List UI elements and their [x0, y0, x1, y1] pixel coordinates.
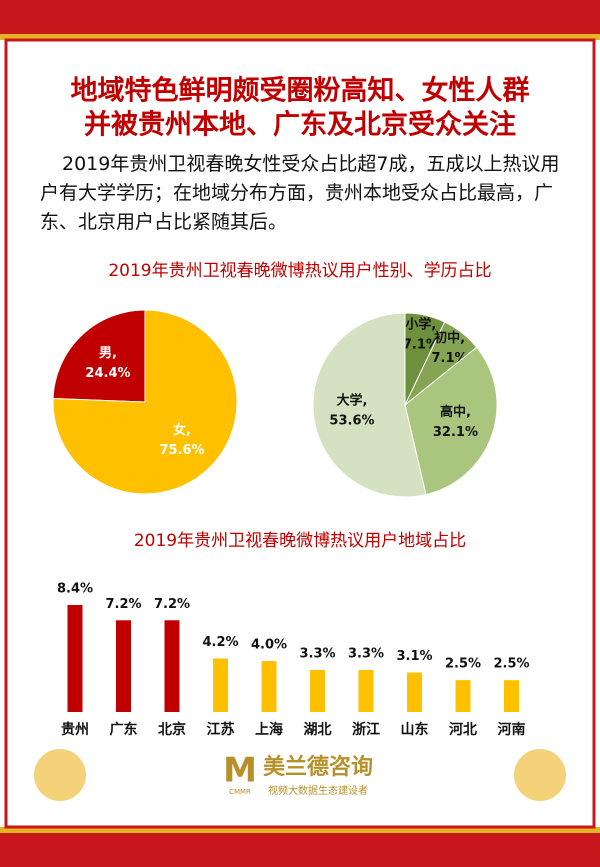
bar: [358, 669, 374, 712]
bar: [116, 620, 131, 712]
slice-label: 女,: [173, 422, 191, 438]
x-tick-label: 广东: [110, 721, 138, 738]
bar-value: 2.5%: [445, 657, 481, 672]
bar: [213, 658, 228, 712]
slice-label: 高中,: [440, 404, 471, 420]
logo-mark: M: [223, 751, 257, 791]
logo-name: 美兰德咨询: [263, 754, 373, 780]
bar-value: 8.4%: [57, 582, 93, 597]
bar-value: 7.2%: [105, 597, 141, 612]
x-tick-label: 北京: [158, 721, 186, 738]
title-line: 地域特色鲜明颇受圈粉高知、女性人群: [71, 75, 530, 107]
x-tick-label: 江苏: [207, 721, 235, 738]
x-tick-label: 湖北: [304, 722, 332, 738]
slice-label: 小学,: [405, 317, 436, 333]
pie-slice: [404, 346, 498, 496]
bar: [310, 669, 325, 712]
title-line: 并被贵州本地、广东及北京受众关注: [84, 109, 516, 141]
pie-slice: [52, 309, 238, 495]
bar: [164, 620, 180, 712]
bar-value: 4.0%: [251, 638, 287, 653]
slice-value: 75.6%: [159, 443, 204, 458]
bar-value: 4.2%: [202, 635, 238, 650]
decoration: [514, 749, 566, 801]
intro-text: 2019年贵州卫视春晚女性受众占比超7成，五成以上热议用户有大学学历；在地域分布…: [40, 153, 560, 233]
slice-value: 32.1%: [433, 425, 478, 440]
bar-value: 3.3%: [299, 646, 335, 661]
decoration: [34, 749, 86, 801]
x-tick-label: 河南: [498, 721, 526, 738]
bar-value: 7.2%: [154, 597, 190, 612]
x-tick-label: 山东: [401, 721, 429, 738]
x-tick-label: 上海: [255, 721, 283, 738]
logo-tagline: 视频大数据生态建设者: [268, 784, 368, 797]
bar: [504, 680, 519, 712]
bottom-band: [0, 833, 600, 867]
bar: [67, 605, 83, 712]
slice-value: 24.4%: [85, 366, 130, 381]
frame: [4, 38, 596, 829]
x-tick-label: 河北: [449, 721, 477, 738]
slice-value: 53.6%: [329, 414, 374, 429]
top-trim: [0, 34, 600, 40]
x-tick-label: 贵州: [61, 721, 89, 738]
logo-sub: CMMR: [229, 788, 251, 796]
pie-slice: [52, 309, 146, 403]
bar-value: 3.3%: [348, 646, 384, 661]
bar: [261, 661, 277, 712]
slice-value: 7.1%: [403, 338, 439, 353]
bar-value: 2.5%: [493, 657, 529, 672]
slice-label: 初中,: [434, 330, 465, 346]
x-tick-label: 浙江: [352, 721, 380, 738]
top-band: [0, 0, 600, 34]
bottom-trim: [0, 827, 600, 833]
bar: [455, 680, 471, 712]
chart-title: 2019年贵州卫视春晚微博热议用户性别、学历占比: [108, 261, 491, 281]
slice-label: 大学,: [337, 393, 368, 409]
bar-value: 3.1%: [396, 649, 432, 664]
chart-title: 2019年贵州卫视春晚微博热议用户地域占比: [134, 531, 466, 551]
pie-slice: [312, 312, 427, 498]
slice-label: 男,: [99, 346, 117, 361]
bar: [407, 672, 422, 712]
